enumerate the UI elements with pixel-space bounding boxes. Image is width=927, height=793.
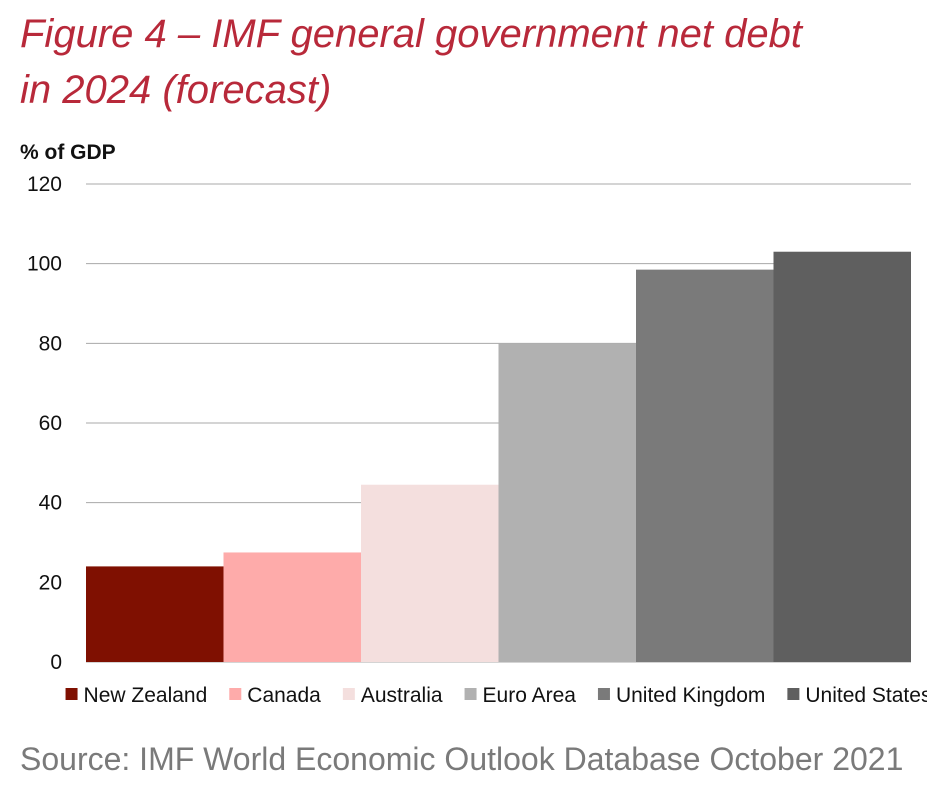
y-axis-ticks: 0 20 40 60 80 100 120 <box>27 173 62 674</box>
legend-item-canada: Canada <box>229 684 321 707</box>
y-tick-label: 120 <box>27 173 62 196</box>
chart-title-line-1: Figure 4 – IMF general government net de… <box>20 12 802 56</box>
legend-label: Australia <box>361 684 443 707</box>
bars <box>86 251 911 662</box>
bar-euro-area <box>498 343 636 662</box>
legend-label: Euro Area <box>483 684 577 707</box>
bar-new-zealand <box>86 566 224 662</box>
y-tick-label: 0 <box>50 651 62 674</box>
legend-item-new-zealand: New Zealand <box>65 684 208 707</box>
y-tick-label: 40 <box>39 492 62 515</box>
legend-swatch <box>597 688 610 700</box>
bar-united-states <box>773 251 911 662</box>
legend-item-euro-area: Euro Area <box>464 684 577 707</box>
chart-title: Figure 4 – IMF general government net de… <box>20 6 910 118</box>
legend-label: United Kingdom <box>616 684 765 707</box>
legend-swatch <box>229 688 242 700</box>
legend-item-australia: Australia <box>342 684 443 707</box>
y-axis-label: % of GDP <box>20 141 116 164</box>
legend-label: United States <box>805 684 927 707</box>
legend-swatch <box>464 688 477 700</box>
y-tick-label: 20 <box>39 571 62 594</box>
source-note: Source: IMF World Economic Outlook Datab… <box>20 741 904 777</box>
legend: New Zealand Canada Australia Euro Area Unite… <box>65 684 927 707</box>
bar-canada <box>223 552 361 662</box>
legend-swatch <box>65 688 78 700</box>
y-tick-label: 80 <box>39 332 62 355</box>
legend-item-united-kingdom: United Kingdom <box>597 684 765 707</box>
legend-item-united-states: United States <box>787 684 927 707</box>
y-tick-label: 100 <box>27 253 62 276</box>
bar-australia <box>361 484 499 662</box>
legend-swatch <box>342 688 355 700</box>
legend-label: New Zealand <box>84 684 208 707</box>
bar-united-kingdom <box>636 269 774 662</box>
chart-title-line-2: in 2024 (forecast) <box>20 68 332 112</box>
legend-swatch <box>787 688 800 700</box>
legend-label: Canada <box>247 684 321 707</box>
y-tick-label: 60 <box>39 412 62 435</box>
